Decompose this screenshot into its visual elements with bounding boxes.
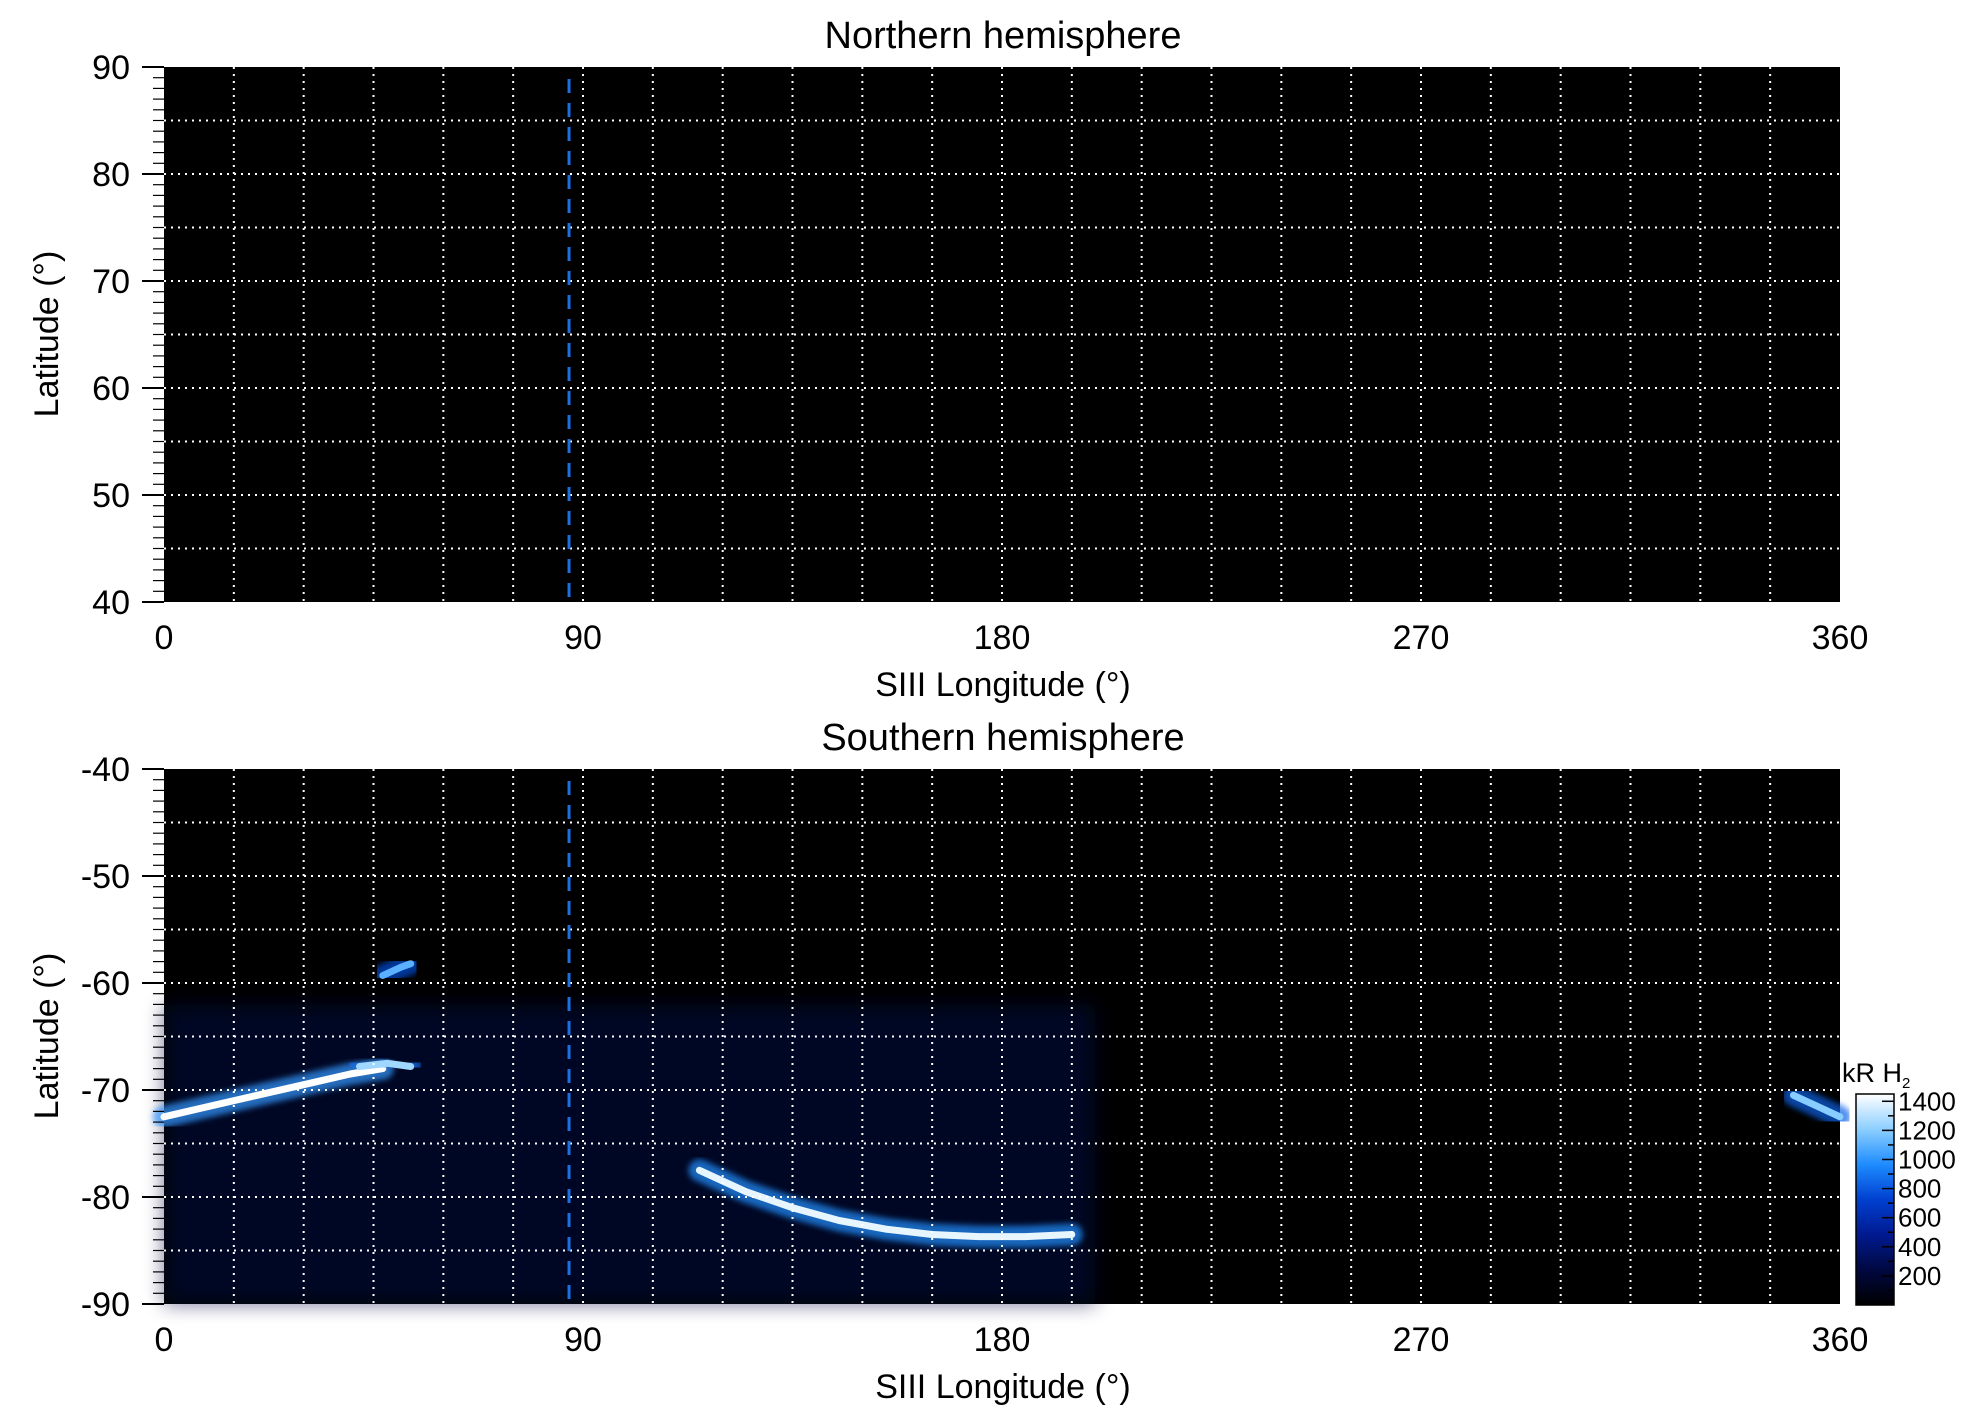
colorbar-gradient [1855,1093,1895,1306]
southern-y-tick-label: -70 [81,1072,130,1110]
southern-x-tick-label: 180 [974,1321,1031,1359]
northern-panel: Northern hemisphere 90 80 70 60 50 40 0 90 180 2… [28,15,1868,704]
northern-y-tick-label: 40 [92,584,130,622]
northern-grid [164,67,1840,602]
northern-y-ticks: 90 80 70 60 50 40 [92,49,164,622]
northern-x-tick-label: 360 [1812,619,1869,657]
northern-y-axis-label: Latitude (°) [28,251,66,418]
northern-title: Northern hemisphere [825,15,1182,57]
northern-y-tick-label: 60 [92,370,130,408]
southern-emission-feature [695,1166,1076,1241]
southern-x-axis-label: SIII Longitude (°) [875,1368,1131,1406]
southern-title: Southern hemisphere [821,717,1184,759]
northern-y-tick-label: 70 [92,263,130,301]
colorbar-tick-label: 1000 [1898,1144,1956,1174]
southern-emission-feature [379,960,415,979]
southern-y-tick-label: -90 [81,1286,130,1324]
southern-y-tick-label: -80 [81,1179,130,1217]
southern-y-tick-label: -60 [81,965,130,1003]
southern-x-tick-label: 90 [564,1321,602,1359]
colorbar-tick-label: 200 [1898,1261,1941,1291]
northern-x-tick-label: 180 [974,619,1031,657]
southern-emission-feature [1789,1091,1844,1121]
colorbar-tick-label: 400 [1898,1232,1941,1262]
northern-x-axis-label: SIII Longitude (°) [875,666,1131,704]
northern-x-tick-label: 270 [1393,619,1450,657]
southern-y-ticks: -40 -50 -60 -70 -80 -90 [81,751,164,1324]
southern-x-ticks: 0 90 180 270 360 [155,1321,1869,1359]
colorbar-label-text: kR H [1842,1058,1902,1088]
southern-y-tick-label: -40 [81,751,130,789]
southern-x-tick-label: 360 [1812,1321,1869,1359]
northern-y-tick-label: 90 [92,49,130,87]
colorbar-tick-label: 600 [1898,1203,1941,1233]
southern-panel: Southern hemisphere -40 -50 -60 -70 -80 -90 0… [28,717,1868,1406]
colorbar-tick-label: 1400 [1898,1086,1956,1116]
southern-grid [164,769,1840,1304]
northern-x-ticks: 0 90 180 270 360 [155,619,1869,657]
southern-emission-layer [153,952,1851,1304]
southern-emission-feature [356,1059,415,1070]
colorbar-label: kR H2 [1842,1058,1910,1092]
southern-y-axis-label: Latitude (°) [28,953,66,1120]
colorbar-tick-label: 1200 [1898,1115,1956,1145]
southern-x-tick-label: 0 [155,1321,174,1359]
colorbar-tick-label: 800 [1898,1174,1941,1204]
northern-y-tick-label: 80 [92,156,130,194]
northern-y-tick-label: 50 [92,477,130,515]
southern-diffuse-emission [164,1004,1096,1304]
colorbar-label-subscript: 2 [1902,1075,1910,1092]
southern-x-tick-label: 270 [1393,1321,1450,1359]
northern-x-tick-label: 0 [155,619,174,657]
southern-y-tick-label: -50 [81,858,130,896]
northern-x-tick-label: 90 [564,619,602,657]
